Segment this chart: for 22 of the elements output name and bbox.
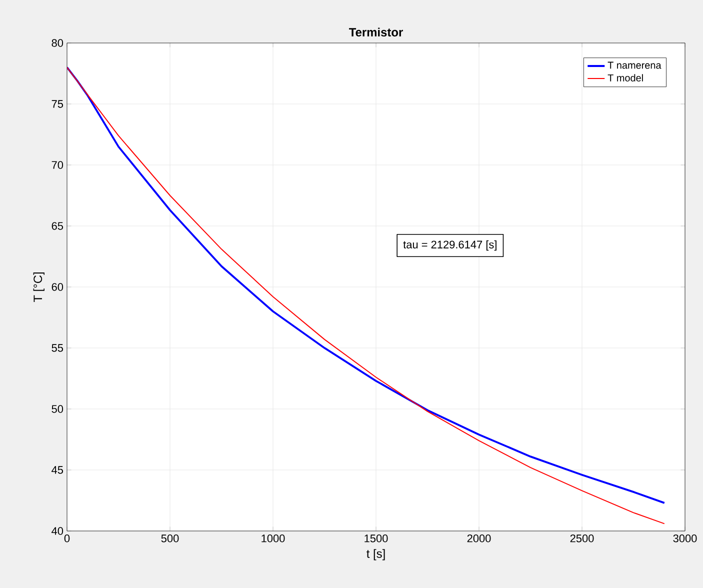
x-tick-label: 2000 (467, 534, 491, 542)
legend-label: T model (608, 74, 643, 82)
y-tick-label: 80 (52, 39, 64, 47)
x-tick-label: 1500 (364, 534, 388, 542)
y-axis-title: T [°C] (33, 272, 44, 302)
y-tick-label: 45 (52, 466, 64, 474)
y-tick-label: 65 (52, 222, 64, 230)
x-axis-title: t [s] (366, 549, 385, 560)
x-tick-label: 1000 (262, 534, 285, 542)
y-tick-label: 50 (52, 405, 64, 413)
y-tick-label: 55 (52, 344, 64, 352)
legend-label: T namerena (608, 62, 662, 69)
y-tick-label: 60 (52, 283, 64, 291)
y-tick-label: 75 (52, 100, 64, 108)
x-tick-label: 500 (161, 534, 179, 542)
annotation: tau = 2129.6147 [s] (403, 240, 496, 251)
y-tick-label: 40 (52, 527, 64, 535)
x-tick-label: 0 (64, 534, 70, 542)
chart-title: Termistor (349, 28, 403, 36)
y-tick-label: 70 (52, 161, 64, 169)
x-tick-label: 3000 (673, 534, 697, 542)
x-tick-label: 2500 (570, 534, 594, 542)
